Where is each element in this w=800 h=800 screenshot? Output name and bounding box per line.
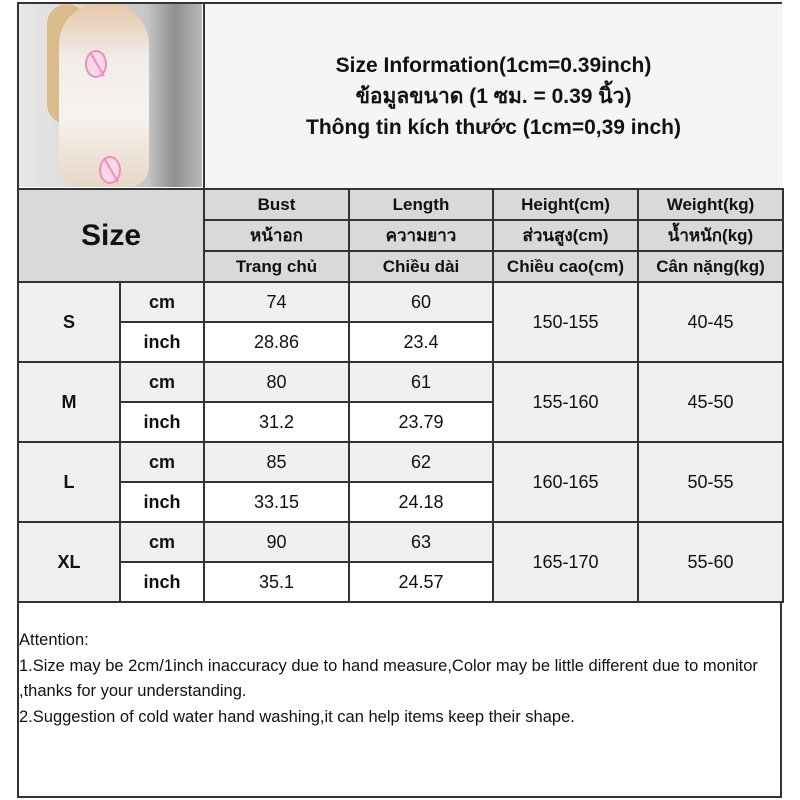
unit-inch: inch xyxy=(119,401,205,443)
length-inch: 23.79 xyxy=(348,401,494,443)
unit-inch: inch xyxy=(119,321,205,363)
size-label: L xyxy=(17,441,121,523)
header-row-english: Size Bust Length Height(cm) Weight(kg) xyxy=(17,188,784,283)
col-length-vi: Chiều dài xyxy=(348,250,494,283)
length-cm: 63 xyxy=(348,521,494,563)
size-label: XL xyxy=(17,521,121,603)
col-bust: Bust xyxy=(203,188,350,221)
col-length: Length xyxy=(348,188,494,221)
bust-inch: 35.1 xyxy=(203,561,350,603)
height-range: 165-170 xyxy=(492,521,639,603)
size-row-cm: XL cm 90 63 165-170 55-60 xyxy=(17,521,784,603)
note-item: 1.Size may be 2cm/1inch inaccuracy due t… xyxy=(19,656,758,701)
header-row-thai: หน้าอก ความยาว ส่วนสูง(cm) น้ำหนัก(kg) xyxy=(18,219,784,252)
title-vietnamese: Thông tin kích thước (1cm=0,39 inch) xyxy=(306,115,681,139)
height-range: 160-165 xyxy=(492,441,639,523)
size-label: S xyxy=(17,281,121,363)
col-height-vi: Chiều cao(cm) xyxy=(492,250,639,283)
bust-cm: 80 xyxy=(203,361,350,403)
length-cm: 62 xyxy=(348,441,494,483)
size-table: Size Bust Length Height(cm) Weight(kg) ห… xyxy=(17,188,784,603)
size-header: Size xyxy=(17,188,205,283)
height-range: 155-160 xyxy=(492,361,639,443)
size-info-title: Size Information(1cm=0.39inch) ข้อมูลขนา… xyxy=(203,4,782,188)
unit-cm: cm xyxy=(119,361,205,403)
title-english: Size Information(1cm=0.39inch) xyxy=(335,53,652,77)
length-inch: 24.57 xyxy=(348,561,494,603)
unit-inch: inch xyxy=(119,481,205,523)
bust-inch: 33.15 xyxy=(203,481,350,523)
col-height-thai: ส่วนสูง(cm) xyxy=(492,219,639,252)
size-row-inch: inch 28.86 23.4 xyxy=(18,321,783,363)
col-weight-vi: Cân nặng(kg) xyxy=(637,250,784,283)
product-photo xyxy=(19,4,202,187)
col-length-thai: ความยาว xyxy=(348,219,494,252)
unit-cm: cm xyxy=(119,521,205,563)
bust-cm: 74 xyxy=(203,281,350,323)
bust-cm: 90 xyxy=(203,521,350,563)
length-cm: 61 xyxy=(348,361,494,403)
bust-inch: 28.86 xyxy=(203,321,350,363)
size-label: M xyxy=(17,361,121,443)
header-row-vietnamese: Trang chủ Chiều dài Chiều cao(cm) Cân nặ… xyxy=(18,250,784,283)
length-inch: 24.18 xyxy=(348,481,494,523)
col-height: Height(cm) xyxy=(492,188,639,221)
weight-range: 40-45 xyxy=(637,281,784,363)
size-row-inch: inch 31.2 23.79 xyxy=(18,401,783,443)
size-row-cm: S cm 74 60 150-155 40-45 xyxy=(17,281,784,363)
length-cm: 60 xyxy=(348,281,494,323)
censor-icon xyxy=(99,156,121,184)
col-bust-vi: Trang chủ xyxy=(203,250,350,283)
unit-cm: cm xyxy=(119,441,205,483)
length-inch: 23.4 xyxy=(348,321,494,363)
weight-range: 45-50 xyxy=(637,361,784,443)
unit-inch: inch xyxy=(119,561,205,603)
bust-inch: 31.2 xyxy=(203,401,350,443)
unit-cm: cm xyxy=(119,281,205,323)
col-weight: Weight(kg) xyxy=(637,188,784,221)
col-weight-thai: น้ำหนัก(kg) xyxy=(637,219,784,252)
size-row-inch: inch 35.1 24.57 xyxy=(18,561,783,603)
col-bust-thai: หน้าอก xyxy=(203,219,350,252)
bust-cm: 85 xyxy=(203,441,350,483)
size-row-inch: inch 33.15 24.18 xyxy=(18,481,783,523)
size-row-cm: M cm 80 61 155-160 45-50 xyxy=(17,361,784,443)
title-thai: ข้อมูลขนาด (1 ซม. = 0.39 นิ้ว) xyxy=(355,84,632,108)
weight-range: 55-60 xyxy=(637,521,784,603)
size-row-cm: L cm 85 62 160-165 50-55 xyxy=(17,441,784,523)
notes-heading: Attention: xyxy=(19,631,89,649)
height-range: 150-155 xyxy=(492,281,639,363)
attention-notes: Attention: 1.Size may be 2cm/1inch inacc… xyxy=(19,628,779,730)
censor-icon xyxy=(85,50,107,78)
note-item: 2.Suggestion of cold water hand washing,… xyxy=(19,707,575,726)
weight-range: 50-55 xyxy=(637,441,784,523)
